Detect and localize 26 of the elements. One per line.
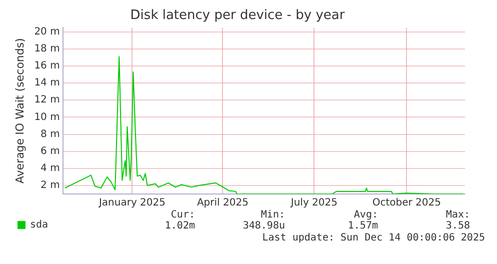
x-tick-label: October 2025 (372, 198, 442, 209)
y-tick-label: 16 m (34, 60, 60, 72)
text: Last update: Sun Dec 14 00:00:06 2025 (262, 232, 485, 244)
y-tick-label: 12 m (34, 94, 60, 106)
y-tick-label: 18 m (34, 44, 60, 55)
text: 1.02m (164, 220, 195, 232)
text: 3.58 (446, 220, 470, 232)
x-tick-label: January 2025 (98, 198, 166, 209)
chart-title: Disk latency per device - by year (130, 8, 346, 24)
y-tick-label: 10 m (34, 112, 60, 123)
text: Min: (260, 210, 285, 221)
y-tick-label: 6 m (40, 146, 60, 157)
y-tick-label: 8 m (40, 128, 60, 140)
text: Avg: (354, 210, 378, 221)
legend-label: sda (30, 220, 48, 231)
text: Cur: (170, 210, 195, 221)
y-axis-title: Average IO Wait (seconds) (13, 38, 26, 184)
text: 348.98u (242, 220, 285, 232)
text: 1.57m (348, 220, 378, 232)
x-tick-label: July 2025 (290, 198, 338, 209)
y-tick-label: 2 m (40, 180, 60, 192)
y-tick-label: 14 m (34, 78, 60, 89)
y-tick-label: 4 m (40, 162, 60, 174)
y-tick-label: 20 m (34, 26, 60, 38)
x-tick-label: April 2025 (196, 198, 248, 209)
text: Max: (446, 210, 470, 221)
